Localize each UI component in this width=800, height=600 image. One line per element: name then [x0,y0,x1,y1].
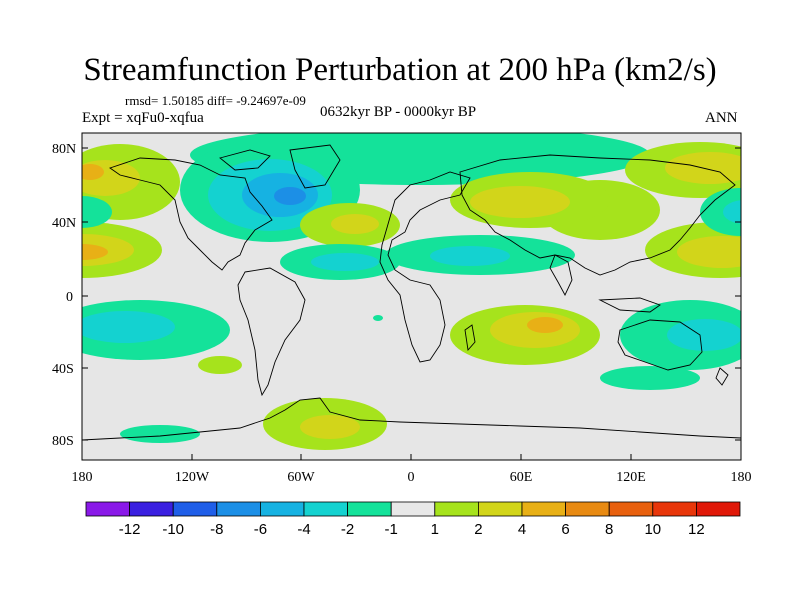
lat-label: 80S [52,434,74,449]
indonesia-coast [598,297,661,313]
colorbar-swatch [129,501,174,517]
colorbar-swatch [565,501,610,517]
lat-label: 80N [52,142,76,157]
colorbar-label: -2 [341,521,354,538]
colorbar-label: -8 [210,521,223,538]
madagascar-coast [464,324,476,352]
contour-negative [120,425,200,443]
colorbar-swatch [608,501,654,517]
contour-negative [430,246,510,266]
contour-positive [82,164,104,180]
colorbar-label: 6 [561,521,569,538]
antarctica-coast [82,397,741,441]
lon-label: 180 [731,470,752,485]
contour-positive [300,415,360,439]
contour-negative [274,187,306,205]
colorbar: -12 -10 -8 -6 -4 -2 -1 1 2 4 6 8 10 12 [85,501,741,538]
contour-negative [311,253,379,271]
lon-label: 180 [72,470,93,485]
colorbar-swatch [696,501,741,517]
asia-coast [459,154,736,276]
contour-negative [82,196,112,228]
contour-fills [82,133,741,450]
contour-positive [470,186,570,218]
colorbar-label: -10 [162,521,184,538]
colorbar-label: 8 [605,521,613,538]
lon-label: 60W [287,470,315,485]
colorbar-swatch [303,501,348,517]
stats-text: rmsd= 1.50185 diff= -9.24697e-09 [125,93,306,108]
lat-label: 0 [66,290,73,305]
colorbar-label: 12 [688,521,705,538]
lon-label: 0 [408,470,415,485]
axis-ticks [82,147,741,460]
colorbar-swatch [652,501,697,517]
map-panel: 80N 40N 0 40S 80S 180 120W 60W 0 60E 120… [52,132,752,485]
lat-label: 40N [52,216,76,231]
lon-label: 120W [175,470,210,485]
experiment-label: Expt = xqFu0-xqfua [82,110,204,126]
europe-africa-coast [379,171,471,363]
colorbar-label: 10 [644,521,661,538]
india-coast [549,254,573,297]
colorbar-label: 1 [431,521,439,538]
colorbar-swatch [434,501,479,517]
colorbar-swatch [216,501,261,517]
contour-positive [82,244,108,260]
colorbar-label: -1 [385,521,398,538]
south-america-coast [237,267,306,397]
colorbar-swatch [347,501,392,517]
contour-negative [82,311,175,343]
colorbar-swatch [85,501,130,517]
australia-coast [617,319,703,371]
greenland-coast [289,144,341,189]
north-america-coast [109,157,273,271]
contour-negative [667,319,741,351]
lon-label: 60E [510,470,533,485]
colorbar-swatch [390,501,436,517]
colorbar-label: 2 [474,521,482,538]
contour-negative [373,315,383,321]
colorbar-label: -4 [297,521,310,538]
contour-positive [677,236,741,268]
colorbar-label: -6 [254,521,267,538]
colorbar-swatch [259,501,305,517]
contour-positive [82,160,140,196]
colorbar-swatch [477,501,523,517]
contour-positive [198,356,242,374]
coastlines [82,144,741,441]
new-zealand-coast [715,367,729,386]
colorbar-label: 4 [518,521,526,538]
colorbar-swatch [172,501,218,517]
lat-label: 40S [52,362,74,377]
colorbar-swatch [521,501,566,517]
season-label: ANN [705,110,738,126]
contour-negative [723,200,741,224]
contour-positive [331,214,379,234]
contour-positive [527,317,563,333]
colorbar-label: -12 [119,521,141,538]
contour-negative [600,366,700,390]
period-label: 0632kyr BP - 0000kyr BP [320,104,477,120]
contour-negative [700,188,741,236]
map-title: Streamfunction Perturbation at 200 hPa (… [83,52,717,88]
arctic-islands-coast [219,149,271,171]
lon-label: 120E [616,470,646,485]
